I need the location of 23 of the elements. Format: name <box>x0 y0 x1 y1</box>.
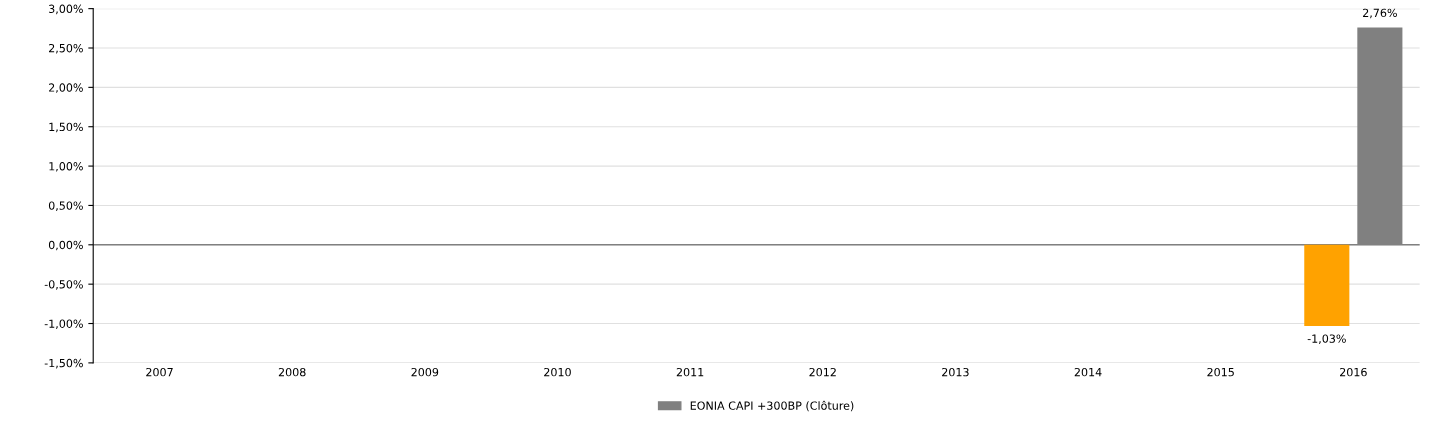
x-tick-label: 2015 <box>1207 367 1234 377</box>
y-tick-label: 1,50% <box>49 122 83 133</box>
data-label: -1,03% <box>1307 334 1346 344</box>
x-tick-label: 2014 <box>1074 367 1102 377</box>
y-tick-label: -1,50% <box>44 358 83 369</box>
x-tick-label: 2010 <box>544 367 571 377</box>
x-tick-label: 2008 <box>278 367 306 377</box>
y-tick-label: -0,50% <box>44 280 83 290</box>
y-tick-label: 0,50% <box>48 201 83 211</box>
y-tick-label: 1,00% <box>49 162 83 172</box>
y-tick-label: 0,00% <box>48 240 83 251</box>
x-tick-label: 2013 <box>942 367 969 377</box>
y-tick-label: 3,00% <box>49 4 83 15</box>
x-tick-label: 2012 <box>809 367 836 377</box>
x-tick-label: 2009 <box>411 367 439 377</box>
legend-label: EONIA CAPI +300BP (Clôture) <box>690 400 854 412</box>
data-label: 2,76% <box>1363 8 1397 19</box>
y-tick-label: 2,50% <box>49 43 83 54</box>
x-tick-label: 2007 <box>146 367 173 377</box>
y-tick-label: 2,00% <box>49 83 83 93</box>
x-tick-label: 2011 <box>676 367 704 377</box>
x-tick-label: 2016 <box>1340 367 1367 377</box>
y-tick-label: -1,00% <box>44 319 83 330</box>
